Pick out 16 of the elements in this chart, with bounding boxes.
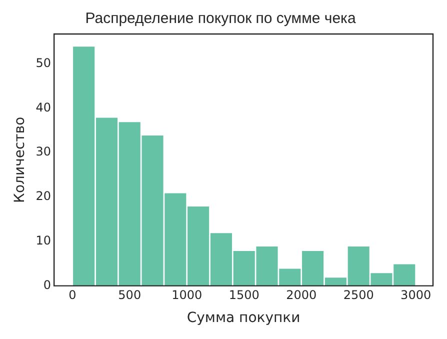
x-tick-label: 2000 [286, 288, 317, 302]
x-tick-label: 1500 [228, 288, 260, 302]
x-tick-label: 2500 [343, 288, 374, 302]
y-tick-label: 0 [43, 278, 52, 292]
y-tick-label: 40 [36, 100, 52, 114]
x-tick-label: 3000 [400, 288, 432, 302]
x-tick-label: 1000 [172, 288, 202, 302]
x-tick-label: 500 [118, 288, 142, 302]
y-tick-label: 20 [36, 189, 52, 204]
y-tick-label: 30 [36, 144, 52, 159]
chart-title: Распределение покупок по сумме чека [85, 10, 356, 28]
x-axis-title: Сумма покупки [186, 310, 300, 326]
y-tick-label: 10 [36, 234, 52, 248]
x-tick-label: 0 [68, 288, 76, 302]
y-tick-label: 50 [36, 56, 52, 70]
y-axis-title: Количество [12, 116, 28, 203]
